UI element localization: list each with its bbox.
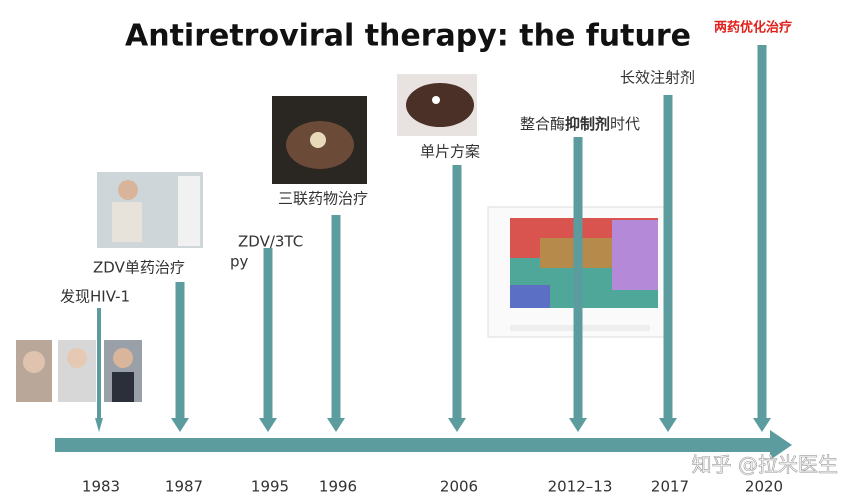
watermark: 知乎 @拉米医生 — [692, 453, 838, 477]
event-label: 单片方案 — [420, 143, 480, 161]
year-label: 1983 — [82, 478, 120, 496]
event-arrow-shaft — [757, 45, 767, 420]
event-arrow-shaft — [573, 137, 583, 420]
year-label: 2012–13 — [548, 478, 613, 496]
event-arrow-shaft — [663, 95, 673, 420]
event-arrow-head — [659, 418, 677, 432]
event-label-part: 整合酶 — [520, 115, 565, 133]
event-arrow-shaft — [263, 248, 273, 420]
event-label: 三联药物治疗 — [278, 190, 368, 208]
event-arrow-head — [327, 418, 345, 432]
event-arrow-shaft — [331, 215, 341, 420]
event-label: 长效注射剂 — [620, 69, 695, 87]
event-arrow-head — [753, 418, 771, 432]
year-label: 2020 — [745, 478, 783, 496]
events: 1983 1987 1995 1996 2006 2012–13 2017 2020 — [82, 45, 783, 496]
event-label: ZDV/3TC — [238, 233, 303, 251]
event-label: 整合酶抑制剂时代 — [520, 115, 640, 133]
event-arrow-head — [569, 418, 587, 432]
year-label: 1987 — [165, 478, 203, 496]
event-arrow-head — [259, 418, 277, 432]
title: Antiretroviral therapy: the future — [125, 19, 691, 54]
event-arrow-shaft — [97, 308, 101, 420]
event-arrow-head — [448, 418, 466, 432]
event-arrow-shaft — [452, 165, 462, 420]
event-arrow-head — [171, 418, 189, 432]
event-label: 两药优化治疗 — [714, 20, 792, 36]
event-arrow-head — [95, 418, 103, 432]
photos — [16, 74, 477, 402]
year-label: 2017 — [651, 478, 689, 496]
event-label-part: 时代 — [610, 115, 640, 133]
event-label-part: 抑制剂 — [565, 115, 610, 133]
timeline-axis — [55, 430, 792, 460]
event-label: ZDV单药治疗 — [93, 259, 185, 277]
year-label: 2006 — [440, 478, 478, 496]
event-label: py — [230, 253, 249, 271]
event-arrow-shaft — [175, 282, 185, 420]
event-label: 发现HIV-1 — [60, 288, 130, 306]
year-label: 1995 — [251, 478, 289, 496]
year-label: 1996 — [319, 478, 357, 496]
